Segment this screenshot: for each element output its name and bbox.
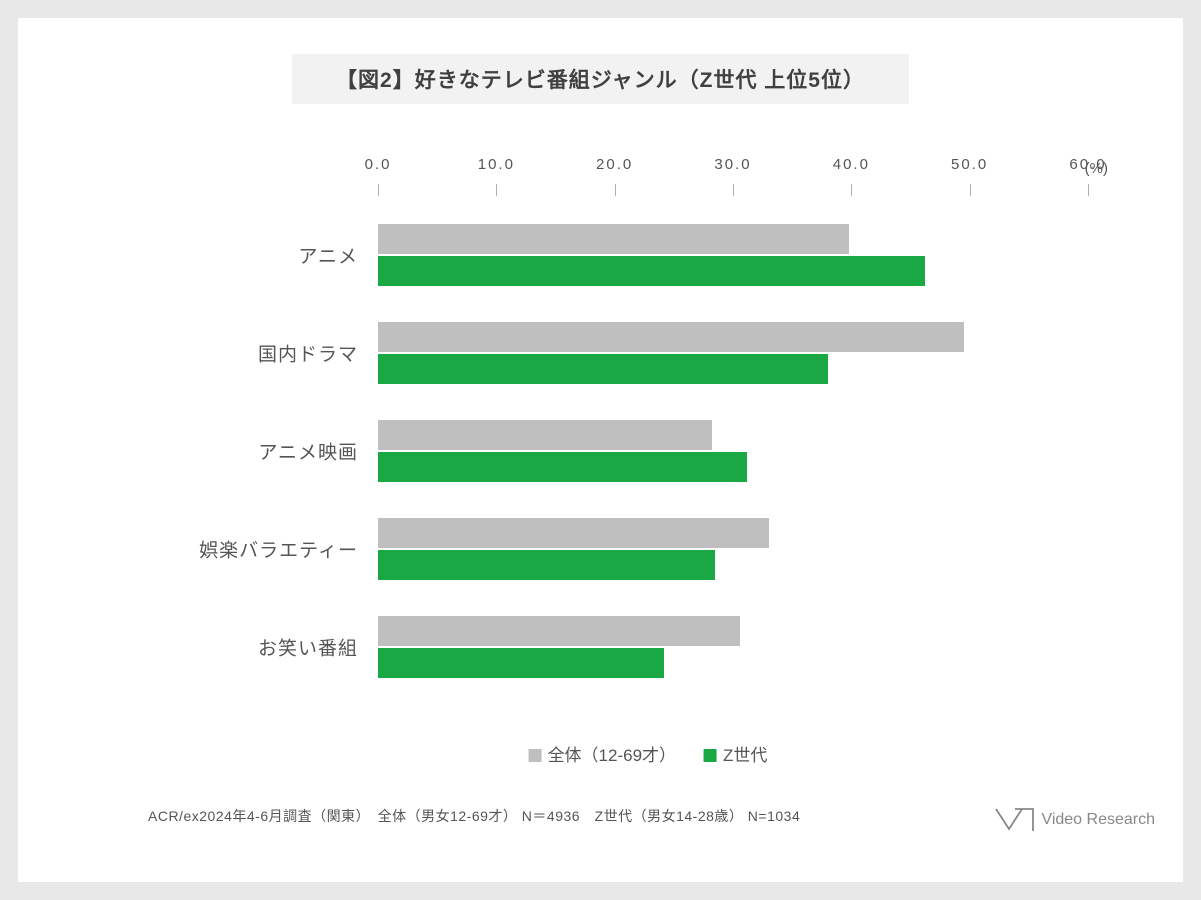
- axis-tick: [851, 184, 852, 196]
- category-group: アニメ映画: [378, 420, 1088, 482]
- bar-genz: [378, 550, 715, 580]
- category-label: お笑い番組: [258, 634, 358, 661]
- category-group: お笑い番組: [378, 616, 1088, 678]
- bar-all: [378, 322, 964, 352]
- bar-all: [378, 224, 849, 254]
- bar-genz: [378, 648, 664, 678]
- bar-all: [378, 420, 712, 450]
- title-container: 【図2】好きなテレビ番組ジャンル（Z世代 上位5位）: [18, 54, 1183, 104]
- category-label: 娯楽バラエティー: [199, 536, 358, 563]
- axis-tick-label: 50.0: [951, 156, 988, 173]
- legend-swatch: [704, 749, 717, 762]
- category-label: 国内ドラマ: [258, 340, 358, 367]
- brand-text: Video Research: [1041, 811, 1155, 829]
- axis-tick: [970, 184, 971, 196]
- panel: 【図2】好きなテレビ番組ジャンル（Z世代 上位5位） (%) 0.010.020…: [18, 18, 1183, 882]
- axis-tick: [615, 184, 616, 196]
- legend-item: Z世代: [704, 741, 767, 766]
- legend-label: Z世代: [723, 746, 767, 765]
- axis-tick-label: 40.0: [833, 156, 870, 173]
- legend: 全体（12-69才） Z世代: [529, 741, 768, 766]
- legend-swatch: [529, 749, 542, 762]
- bar-all: [378, 518, 769, 548]
- brand-icon: [995, 806, 1035, 834]
- category-group: アニメ: [378, 224, 1088, 286]
- brand-logo: Video Research: [995, 806, 1155, 834]
- bar-genz: [378, 354, 828, 384]
- category-group: 娯楽バラエティー: [378, 518, 1088, 580]
- axis-tick-label: 10.0: [478, 156, 515, 173]
- legend-item: 全体（12-69才）: [529, 741, 676, 766]
- chart-area: (%) 0.010.020.030.040.050.060.0アニメ国内ドラマア…: [188, 148, 1108, 728]
- axis-tick-label: 0.0: [365, 156, 392, 173]
- category-group: 国内ドラマ: [378, 322, 1088, 384]
- category-label: アニメ: [298, 242, 358, 269]
- axis-tick: [733, 184, 734, 196]
- footnote: ACR/ex2024年4-6月調査（関東） 全体（男女12-69才） N＝493…: [148, 806, 800, 826]
- bar-genz: [378, 256, 925, 286]
- bar-all: [378, 616, 740, 646]
- axis-tick-label: 60.0: [1069, 156, 1106, 173]
- legend-label: 全体（12-69才）: [548, 746, 676, 765]
- axis-tick-label: 20.0: [596, 156, 633, 173]
- plot-area: 0.010.020.030.040.050.060.0アニメ国内ドラマアニメ映画…: [378, 184, 1088, 704]
- axis-tick-label: 30.0: [714, 156, 751, 173]
- chart-title: 【図2】好きなテレビ番組ジャンル（Z世代 上位5位）: [292, 54, 909, 104]
- axis-tick: [496, 184, 497, 196]
- category-label: アニメ映画: [258, 438, 358, 465]
- axis-tick: [378, 184, 379, 196]
- bar-genz: [378, 452, 747, 482]
- axis-tick: [1088, 184, 1089, 196]
